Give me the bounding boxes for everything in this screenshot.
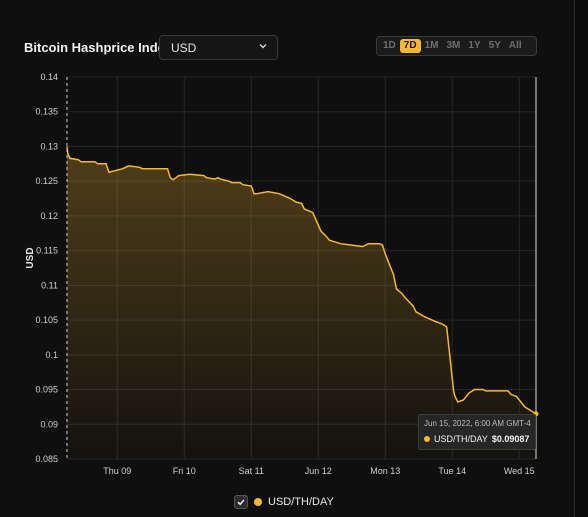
legend: USD/TH/DAY — [234, 494, 334, 510]
legend-label: USD/TH/DAY — [268, 496, 334, 508]
y-tick-label: 0.085 — [35, 454, 58, 464]
tooltip-date: Jun 15, 2022, 6:00 AM GMT-4 — [424, 419, 531, 428]
range-button-all[interactable]: All — [508, 40, 522, 51]
y-tick-label: 0.115 — [36, 246, 58, 256]
x-tick-label: Sat 11 — [239, 466, 264, 476]
range-button-1y[interactable]: 1Y — [468, 40, 481, 51]
tooltip-value: $0.09087 — [491, 434, 530, 444]
chevron-down-icon — [259, 43, 267, 49]
legend-toggle-checkbox[interactable] — [234, 495, 248, 509]
range-button-3m[interactable]: 3M — [446, 40, 461, 51]
y-tick-label: 0.09 — [40, 419, 58, 429]
x-tick-label: Thu 09 — [103, 466, 131, 476]
y-tick-label: 0.095 — [35, 385, 58, 395]
y-tick-label: 0.135 — [35, 107, 58, 117]
page-title: Bitcoin Hashprice Index — [24, 40, 173, 55]
x-tick-label: Tue 14 — [438, 466, 466, 476]
range-selector: 1D 7D 1M 3M 1Y 5Y All — [376, 36, 537, 56]
legend-series-dot — [254, 498, 262, 506]
tooltip-value-row: USD/TH/DAY $0.09087 — [424, 434, 529, 444]
y-tick-label: 0.11 — [41, 280, 58, 290]
y-tick-label: 0.105 — [35, 315, 58, 325]
series-area — [67, 146, 536, 459]
y-tick-label: 0.14 — [40, 72, 58, 82]
x-tick-label: Wed 15 — [504, 466, 535, 476]
tooltip: Jun 15, 2022, 6:00 AM GMT-4 USD/TH/DAY $… — [418, 414, 536, 450]
y-axis-label: USD — [25, 247, 36, 268]
range-button-1d[interactable]: 1D — [383, 40, 396, 51]
y-tick-label: 0.12 — [40, 211, 58, 221]
tooltip-series-name: USD/TH/DAY — [434, 434, 488, 444]
x-tick-label: Fri 10 — [173, 466, 196, 476]
y-tick-label: 0.13 — [40, 141, 58, 151]
series-line — [66, 146, 537, 415]
range-button-7d[interactable]: 7D — [399, 39, 421, 53]
currency-select-value: USD — [171, 41, 197, 55]
check-icon — [237, 499, 245, 506]
tooltip-series-dot — [424, 436, 430, 442]
x-tick-label: Mon 13 — [370, 466, 400, 476]
y-tick-label: 0.1 — [45, 350, 58, 360]
x-tick-label: Jun 12 — [305, 466, 332, 476]
y-tick-label: 0.125 — [35, 176, 58, 186]
range-button-1m[interactable]: 1M — [424, 40, 439, 51]
currency-select[interactable]: USD — [159, 35, 278, 60]
range-button-5y[interactable]: 5Y — [488, 40, 501, 51]
